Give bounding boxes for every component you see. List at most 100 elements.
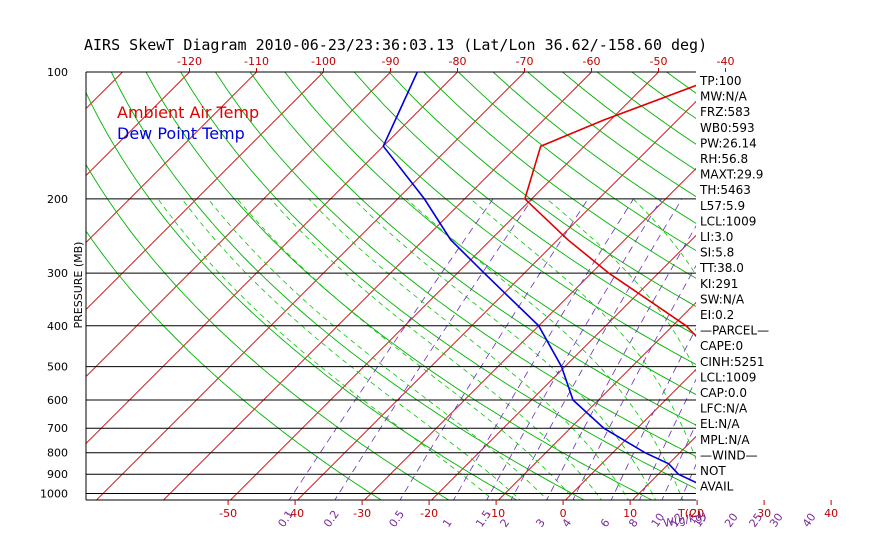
isobar-lines — [86, 71, 696, 494]
dry-adiabat-line — [423, 72, 696, 279]
index-value: L57:5.9 — [700, 199, 745, 213]
pressure-tick-label: 800 — [47, 447, 68, 460]
chart-legend: Ambient Air Temp Dew Point Temp — [117, 103, 259, 143]
index-value: FRZ:583 — [700, 105, 750, 119]
isotherm-line — [430, 234, 696, 500]
isotherm-line — [0, 72, 56, 502]
moist-adiabat-line — [791, 199, 818, 503]
bottom-temp-tick-label: -30 — [353, 507, 371, 520]
index-value: MW:N/A — [700, 90, 748, 104]
index-value: SW:N/A — [700, 292, 745, 306]
mixing-ratio-tick-label: 40 — [800, 511, 819, 530]
mixing-ratio-line — [334, 198, 533, 500]
mixing-ratio-line — [759, 199, 870, 503]
mixing-ratio-line — [639, 378, 696, 500]
top-temp-tick-label: -100 — [311, 55, 336, 68]
top-temp-tick-label: -60 — [583, 55, 601, 68]
isotherm-line — [229, 72, 659, 500]
isotherm-line — [363, 167, 696, 500]
isotherm-line — [497, 301, 696, 500]
moist-adiabat-line — [181, 198, 521, 500]
isotherm-line — [86, 72, 123, 110]
dry-adiabat-line — [249, 72, 696, 426]
dew-point-line — [382, 72, 696, 484]
index-value: TH:5463 — [699, 183, 751, 197]
top-temp-tick-label: -50 — [650, 55, 668, 68]
index-value: KI:291 — [700, 277, 738, 291]
top-temp-tick-label: -110 — [244, 55, 269, 68]
moist-adiabat-line — [308, 198, 630, 500]
index-value: TP:100 — [699, 74, 742, 88]
index-value: LCL:1009 — [700, 370, 756, 384]
mixing-ratio-line — [399, 198, 589, 500]
bottom-temp-tick-label: -50 — [219, 507, 237, 520]
isotherm-line — [95, 72, 525, 500]
index-value: —WIND— — [700, 448, 758, 462]
top-temp-tick-label: -120 — [177, 55, 202, 68]
index-value: PW:26.14 — [700, 136, 757, 150]
dry-adiabat-line — [458, 72, 696, 252]
moist-adiabat-line — [270, 198, 602, 500]
index-value: TT:38.0 — [699, 261, 744, 275]
bottom-temp-tick-label: -40 — [286, 507, 304, 520]
chart-title: AIRS SkewT Diagram 2010-06-23/23:36:03.1… — [84, 36, 708, 54]
dry-adiabat-line — [353, 72, 696, 336]
top-temp-tick-label: -80 — [449, 55, 467, 68]
mixing-ratio-line — [546, 225, 696, 500]
mixing-ratio-line — [812, 199, 870, 503]
index-value: CAP:0.0 — [700, 386, 747, 400]
isotherm-line — [162, 72, 592, 500]
legend-entry: Ambient Air Temp — [117, 103, 259, 122]
mixing-ratio-tick-label: 0.5 — [386, 508, 407, 530]
bottom-temp-tick-label: 20 — [690, 507, 704, 520]
dry-adiabat-line — [319, 72, 696, 366]
air-temp-surface-marker — [712, 495, 716, 499]
index-value: CAPE:0 — [700, 339, 743, 353]
isotherm-line — [296, 100, 696, 500]
dry-adiabat-line — [492, 72, 696, 224]
index-value: NOT — [700, 464, 726, 478]
moist-adiabat-line — [406, 198, 684, 500]
mixing-ratio-line — [486, 198, 662, 500]
mixing-ratio-line — [288, 198, 494, 500]
dry-adiabat-line — [805, 72, 870, 502]
mixing-ratio-tick-label: 0.2 — [321, 508, 342, 530]
isotherm-line — [831, 72, 870, 502]
top-temp-tick-label: -40 — [717, 55, 735, 68]
mixing-ratio-line — [680, 463, 696, 500]
chart-series — [382, 72, 716, 499]
isotherm-line — [564, 368, 696, 500]
isotherm-line — [764, 72, 870, 502]
pressure-tick-label: 400 — [47, 320, 68, 333]
mixing-ratio-tick-label: 4 — [560, 517, 575, 530]
mixing-ratio-tick-label: 20 — [722, 511, 741, 530]
mixing-ratio-line — [779, 199, 870, 503]
mixing-ratio-line — [610, 327, 696, 500]
isotherm-line — [86, 72, 391, 378]
index-value: WB0:593 — [700, 121, 755, 135]
air-temp-line — [523, 84, 696, 338]
pressure-tick-label: 500 — [47, 361, 68, 374]
pressure-tick-label: 200 — [47, 193, 68, 206]
mixing-ratio-tick-label: 6 — [598, 517, 613, 530]
moist-adiabat-line — [157, 198, 494, 500]
mixing-ratio-line — [510, 198, 683, 500]
isotherm-line — [86, 72, 458, 445]
mixing-ratio-tick-label: 3 — [533, 517, 548, 530]
bottom-temp-tick-label: 30 — [757, 507, 771, 520]
pressure-tick-label: 1000 — [40, 488, 68, 501]
moist-adiabat-line — [470, 198, 696, 461]
mixing-ratio-tick-label: 1 — [440, 517, 455, 530]
mixing-ratio-line — [661, 423, 696, 500]
index-value: LI:3.0 — [700, 230, 733, 244]
pressure-tick-label: 100 — [47, 66, 68, 79]
index-value: MAXT:29.9 — [700, 168, 763, 182]
dry-adiabat-line — [86, 91, 518, 500]
y-axis-label: PRESSURE (MB) — [72, 242, 85, 329]
bottom-temp-tick-label: 40 — [824, 507, 838, 520]
moist-adiabat-line — [236, 198, 575, 500]
index-value: EL:N/A — [700, 417, 740, 431]
dry-adiabat-line — [771, 72, 870, 502]
index-value: EI:0.2 — [700, 308, 734, 322]
